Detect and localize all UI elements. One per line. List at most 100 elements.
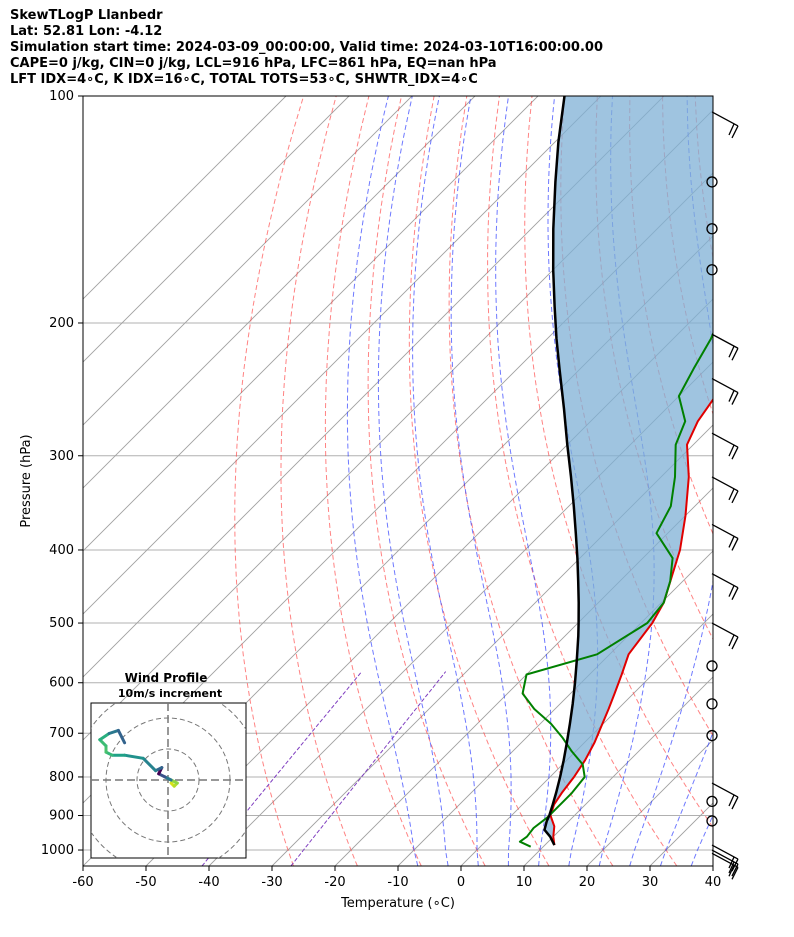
barb-flag: [731, 796, 739, 810]
isotherm--110: [83, 96, 539, 552]
y-tick-label: 100: [49, 89, 74, 104]
parcel-line: [543, 96, 580, 846]
barb-flag: [728, 634, 735, 647]
wind-barb: [706, 729, 718, 742]
dry-adiabat: [487, 96, 678, 866]
calm-circle: [706, 660, 718, 672]
barb-shaft: [711, 523, 739, 540]
isotherm--30: [271, 424, 713, 866]
wind-barb: [711, 852, 739, 880]
title-line-location: Lat: 52.81 Lon: -4.12: [10, 24, 163, 39]
hodograph-subtitle: 10m/s increment: [118, 687, 222, 700]
barb-flag: [728, 345, 735, 358]
barb-flag: [731, 125, 739, 139]
calm-circle: [706, 729, 718, 742]
dry-adiabat: [367, 96, 486, 866]
barb-flag: [728, 861, 735, 874]
hodograph-segment: [107, 728, 120, 735]
calm-circle: [706, 795, 718, 808]
moist-adiabat: [346, 96, 419, 866]
hodograph-title: Wind Profile: [125, 671, 208, 685]
wind-barb: [711, 333, 739, 361]
wind-barb: [706, 264, 718, 276]
dry-adiabat: [662, 96, 713, 416]
y-tick-label: 800: [49, 770, 74, 785]
isotherm--10: [397, 550, 713, 866]
x-tick-label: -50: [135, 875, 156, 890]
barb-shaft: [711, 377, 739, 394]
barb-shaft: [711, 573, 739, 589]
isotherm--140: [83, 96, 350, 363]
hodograph-segment: [141, 756, 158, 773]
barb-flag: [728, 390, 735, 402]
dry-adiabat: [448, 96, 614, 866]
y-tick-label: 300: [49, 449, 74, 464]
wind-barb: [711, 849, 739, 877]
barb-flag: [728, 856, 735, 869]
isotherm-40: [712, 865, 713, 866]
wind-barb: [706, 223, 718, 235]
barb-shaft: [711, 622, 739, 638]
y-tick-label: 400: [49, 543, 74, 558]
barb-flag: [728, 794, 735, 807]
wind-barb: [711, 432, 739, 460]
barb-shaft: [711, 476, 739, 492]
barb-flag: [728, 123, 735, 136]
wind-barb: [706, 660, 718, 672]
x-tick-label: 10: [516, 875, 533, 890]
barb-flag: [728, 444, 735, 457]
isotherm-10: [523, 676, 713, 866]
barb-shaft: [711, 432, 739, 448]
x-tick-label: -40: [198, 875, 219, 890]
dry-adiabat: [524, 96, 713, 829]
mixing-ratio-line: [290, 671, 447, 866]
wind-barb: [711, 111, 739, 139]
dewpoint-line: [518, 331, 713, 848]
barb-flag: [731, 392, 739, 405]
y-tick-label: 900: [49, 809, 74, 824]
isotherm--20: [334, 487, 713, 866]
hodograph-segment: [116, 728, 127, 745]
x-tick-label: -30: [261, 875, 282, 890]
y-tick-label: 600: [49, 676, 74, 691]
hodograph-plot: [91, 703, 246, 858]
barb-shaft: [711, 852, 739, 868]
wind-barb: [711, 476, 739, 504]
dry-adiabat: [234, 96, 305, 866]
wind-barb: [711, 782, 739, 810]
calm-circle: [706, 223, 718, 235]
moist-adiabat: [412, 96, 479, 866]
barb-flag: [731, 636, 739, 650]
y-axis-label: Pressure (hPa): [19, 434, 34, 527]
calm-circle: [706, 264, 718, 276]
isotherm--150: [83, 96, 287, 300]
barb-flag: [728, 488, 735, 501]
moist-adiabat: [659, 731, 713, 866]
hodograph-segment: [98, 732, 111, 742]
barb-flag: [731, 538, 739, 551]
wind-barb: [711, 844, 739, 872]
x-tick-label: 40: [705, 875, 722, 890]
calm-circle: [706, 815, 718, 827]
moist-adiabat: [495, 96, 552, 866]
wind-barb: [706, 815, 718, 827]
wind-barb: [706, 698, 718, 710]
isotherm--90: [83, 96, 665, 678]
title-line-indices: LFT IDX=4∘C, K IDX=16∘C, TOTAL TOTS=53∘C…: [10, 72, 478, 87]
dry-adiabat: [280, 96, 358, 866]
barb-flag: [731, 587, 739, 600]
x-tick-label: -10: [387, 875, 408, 890]
title-line-times: Simulation start time: 2024-03-09_00:00:…: [10, 40, 603, 55]
barb-flag: [731, 446, 739, 460]
wind-barb: [711, 622, 739, 650]
x-tick-label: -60: [72, 875, 93, 890]
x-axis-label: Temperature (∘C): [340, 896, 455, 911]
y-tick-label: 700: [49, 726, 74, 741]
profile-lines: [518, 96, 713, 848]
barb-flag: [728, 536, 735, 548]
y-tick-label: 1000: [41, 843, 74, 858]
isotherm--50: [145, 298, 713, 866]
barb-flag: [728, 865, 735, 877]
barb-flag: [728, 585, 735, 597]
